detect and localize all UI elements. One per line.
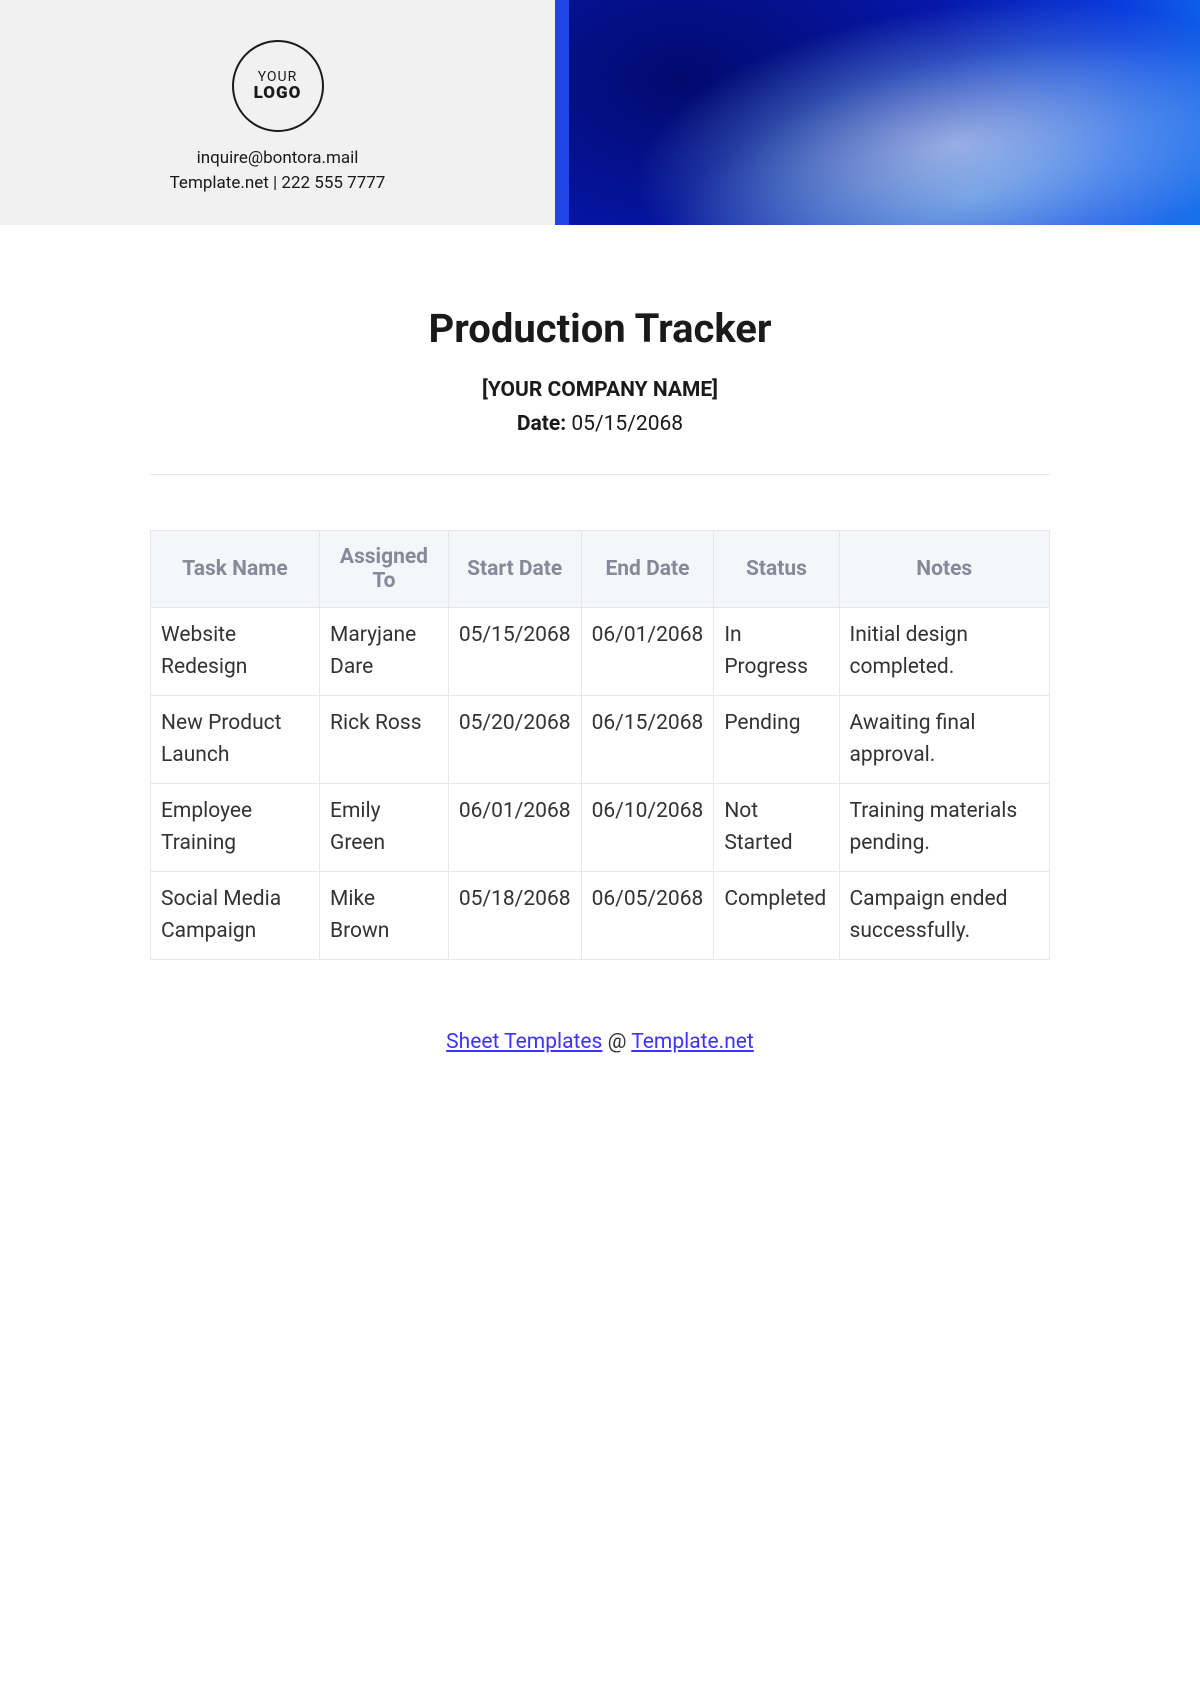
logo-placeholder: YOUR LOGO	[232, 40, 324, 132]
table-cell: 06/01/2068	[581, 608, 714, 696]
table-header: Task NameAssigned ToStart DateEnd DateSt…	[151, 531, 1050, 608]
table-cell: In Progress	[714, 608, 839, 696]
table-cell: Website Redesign	[151, 608, 320, 696]
company-name-placeholder: [YOUR COMPANY NAME]	[150, 378, 1050, 402]
table-cell: 06/15/2068	[581, 696, 714, 784]
table-cell: Awaiting final approval.	[839, 696, 1050, 784]
table-cell: 06/01/2068	[448, 784, 581, 872]
footer-links: Sheet Templates @ Template.net	[150, 1030, 1050, 1054]
table-row: Employee TrainingEmily Green06/01/206806…	[151, 784, 1050, 872]
table-cell: Maryjane Dare	[320, 608, 449, 696]
table-cell: Rick Ross	[320, 696, 449, 784]
table-cell: Training materials pending.	[839, 784, 1050, 872]
column-header: Status	[714, 531, 839, 608]
divider	[150, 474, 1050, 475]
date-line: Date: 05/15/2068	[150, 412, 1050, 436]
header-banner: YOUR LOGO inquire@bontora.mail Template.…	[0, 0, 1200, 225]
wave-gradient	[569, 0, 1200, 225]
table-cell: Pending	[714, 696, 839, 784]
column-header: Assigned To	[320, 531, 449, 608]
date-label: Date:	[517, 412, 566, 436]
content-area: Production Tracker [YOUR COMPANY NAME] D…	[0, 225, 1200, 1054]
table-cell: 05/20/2068	[448, 696, 581, 784]
table-cell: 06/05/2068	[581, 872, 714, 960]
table-cell: Initial design completed.	[839, 608, 1050, 696]
table-cell: Emily Green	[320, 784, 449, 872]
table-row: New Product LaunchRick Ross05/20/206806/…	[151, 696, 1050, 784]
table-cell: 05/18/2068	[448, 872, 581, 960]
column-header: End Date	[581, 531, 714, 608]
header-graphic	[555, 0, 1200, 225]
table-cell: 06/10/2068	[581, 784, 714, 872]
footer-separator: @	[602, 1030, 631, 1054]
table-row: Social Media CampaignMike Brown05/18/206…	[151, 872, 1050, 960]
column-header: Start Date	[448, 531, 581, 608]
table-cell: Social Media Campaign	[151, 872, 320, 960]
column-header: Notes	[839, 531, 1050, 608]
table-cell: 05/15/2068	[448, 608, 581, 696]
accent-bar	[555, 0, 569, 225]
table-cell: Employee Training	[151, 784, 320, 872]
production-table: Task NameAssigned ToStart DateEnd DateSt…	[150, 530, 1050, 960]
contact-email: inquire@bontora.mail	[197, 146, 359, 171]
header-left: YOUR LOGO inquire@bontora.mail Template.…	[0, 0, 555, 225]
table-cell: New Product Launch	[151, 696, 320, 784]
logo-text-bottom: LOGO	[254, 83, 302, 103]
table-cell: Mike Brown	[320, 872, 449, 960]
date-value: 05/15/2068	[571, 412, 683, 436]
table-row: Website RedesignMaryjane Dare05/15/20680…	[151, 608, 1050, 696]
table-cell: Not Started	[714, 784, 839, 872]
table-body: Website RedesignMaryjane Dare05/15/20680…	[151, 608, 1050, 960]
table-cell: Campaign ended successfully.	[839, 872, 1050, 960]
page-title: Production Tracker	[150, 305, 1050, 352]
contact-info: Template.net | 222 555 7777	[170, 171, 386, 196]
table-cell: Completed	[714, 872, 839, 960]
template-net-link[interactable]: Template.net	[631, 1030, 754, 1054]
sheet-templates-link[interactable]: Sheet Templates	[446, 1030, 602, 1054]
column-header: Task Name	[151, 531, 320, 608]
